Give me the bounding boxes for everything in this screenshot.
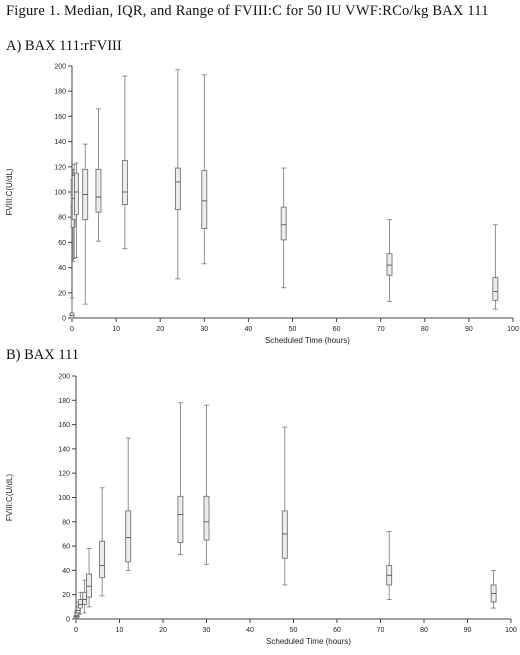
panel-a-title: A) BAX 111:rFVIII <box>6 38 122 54</box>
x-tick-label: 10 <box>112 326 120 333</box>
box-7 <box>125 437 132 571</box>
box-12 <box>490 569 497 609</box>
box-iqr <box>77 599 83 609</box>
panel-a-boxplot: 0 20 40 60 80 100 120 140 160 180 200 0 10 20 30 40 50 60… <box>5 64 519 346</box>
box-iqr <box>122 160 128 205</box>
x-tick-label: 100 <box>507 326 519 333</box>
y-tick-label: 40 <box>62 568 70 575</box>
x-tick-label: 30 <box>200 326 208 333</box>
box-10 <box>386 219 393 303</box>
y-tick-label: 0 <box>66 617 70 624</box>
x-tick-label: 50 <box>289 326 297 333</box>
x-tick-label: 60 <box>333 627 341 634</box>
box-iqr <box>174 167 181 211</box>
box-4 <box>82 143 89 305</box>
y-axis-label: FVIII:C(U/dL) <box>5 474 14 521</box>
box-0 <box>69 297 75 319</box>
y-tick-label: 200 <box>58 374 70 381</box>
y-tick-label: 120 <box>54 164 66 171</box>
y-tick-label: 20 <box>62 592 70 599</box>
box-5 <box>95 108 102 242</box>
y-tick-label: 140 <box>58 446 70 453</box>
x-axis-label: Scheduled Time (hours) <box>266 637 351 646</box>
box-9 <box>280 167 287 289</box>
x-tick-label: 100 <box>505 627 517 634</box>
x-tick-label: 50 <box>290 627 298 634</box>
box-4 <box>82 579 88 614</box>
panel-b-title: B) BAX 111 <box>6 347 80 363</box>
x-tick-label: 90 <box>464 627 472 634</box>
box-6 <box>122 75 128 250</box>
box-iqr <box>280 206 287 241</box>
box-9 <box>203 404 210 565</box>
box-iqr <box>281 510 288 559</box>
x-tick-label: 80 <box>421 326 429 333</box>
y-tick-label: 20 <box>58 290 66 297</box>
x-tick-label: 40 <box>245 326 253 333</box>
x-tick-label: 20 <box>156 326 164 333</box>
box-6 <box>99 487 105 597</box>
x-tick-label: 60 <box>333 326 341 333</box>
box-iqr <box>177 495 184 543</box>
y-tick-label: 180 <box>58 398 70 405</box>
x-tick-label: 70 <box>377 627 385 634</box>
box-iqr <box>492 277 499 301</box>
box-11 <box>492 224 499 310</box>
y-tick-label: 80 <box>62 519 70 526</box>
box-iqr <box>386 253 393 276</box>
box-iqr <box>95 168 102 213</box>
box-11 <box>386 531 393 600</box>
x-tick-label: 30 <box>203 627 211 634</box>
y-tick-label: 60 <box>62 544 70 551</box>
y-tick-label: 100 <box>58 495 70 502</box>
x-tick-label: 0 <box>74 627 78 634</box>
y-tick-label: 180 <box>54 89 66 96</box>
box-iqr <box>125 510 132 563</box>
y-tick-label: 60 <box>58 240 66 247</box>
y-tick-label: 160 <box>58 422 70 429</box>
y-tick-label: 80 <box>58 215 66 222</box>
x-tick-label: 90 <box>465 326 473 333</box>
box-iqr <box>201 170 208 229</box>
box-3 <box>74 162 79 258</box>
y-tick-label: 200 <box>54 64 66 71</box>
box-iqr <box>203 495 210 541</box>
box-iqr <box>86 573 92 598</box>
box-8 <box>201 74 208 265</box>
figure-title: Figure 1. Median, IQR, and Range of FVII… <box>6 3 489 19</box>
y-tick-label: 40 <box>58 265 66 272</box>
x-tick-label: 0 <box>70 326 74 333</box>
x-tick-label: 70 <box>377 326 385 333</box>
y-tick-label: 0 <box>62 316 66 323</box>
box-8 <box>177 402 184 556</box>
x-tick-label: 10 <box>116 627 124 634</box>
y-tick-label: 100 <box>54 190 66 197</box>
x-tick-label: 40 <box>246 627 254 634</box>
panel-b-boxplot: 0 20 40 60 80 100 120 140 160 180 200 0 10 20 30 40 50 60… <box>5 374 517 647</box>
box-7 <box>174 69 181 280</box>
x-axis-label: Scheduled Time (hours) <box>265 336 350 345</box>
box-iqr <box>74 172 79 216</box>
y-axis-label: FVIII:C(U/dL) <box>5 168 14 215</box>
box-5 <box>86 548 92 608</box>
y-tick-label: 140 <box>54 139 66 146</box>
x-tick-label: 80 <box>420 627 428 634</box>
box-iqr <box>99 540 105 579</box>
x-tick-label: 20 <box>159 627 167 634</box>
y-tick-label: 160 <box>54 114 66 121</box>
box-10 <box>281 426 288 586</box>
y-tick-label: 120 <box>58 471 70 478</box>
box-iqr <box>82 591 88 605</box>
